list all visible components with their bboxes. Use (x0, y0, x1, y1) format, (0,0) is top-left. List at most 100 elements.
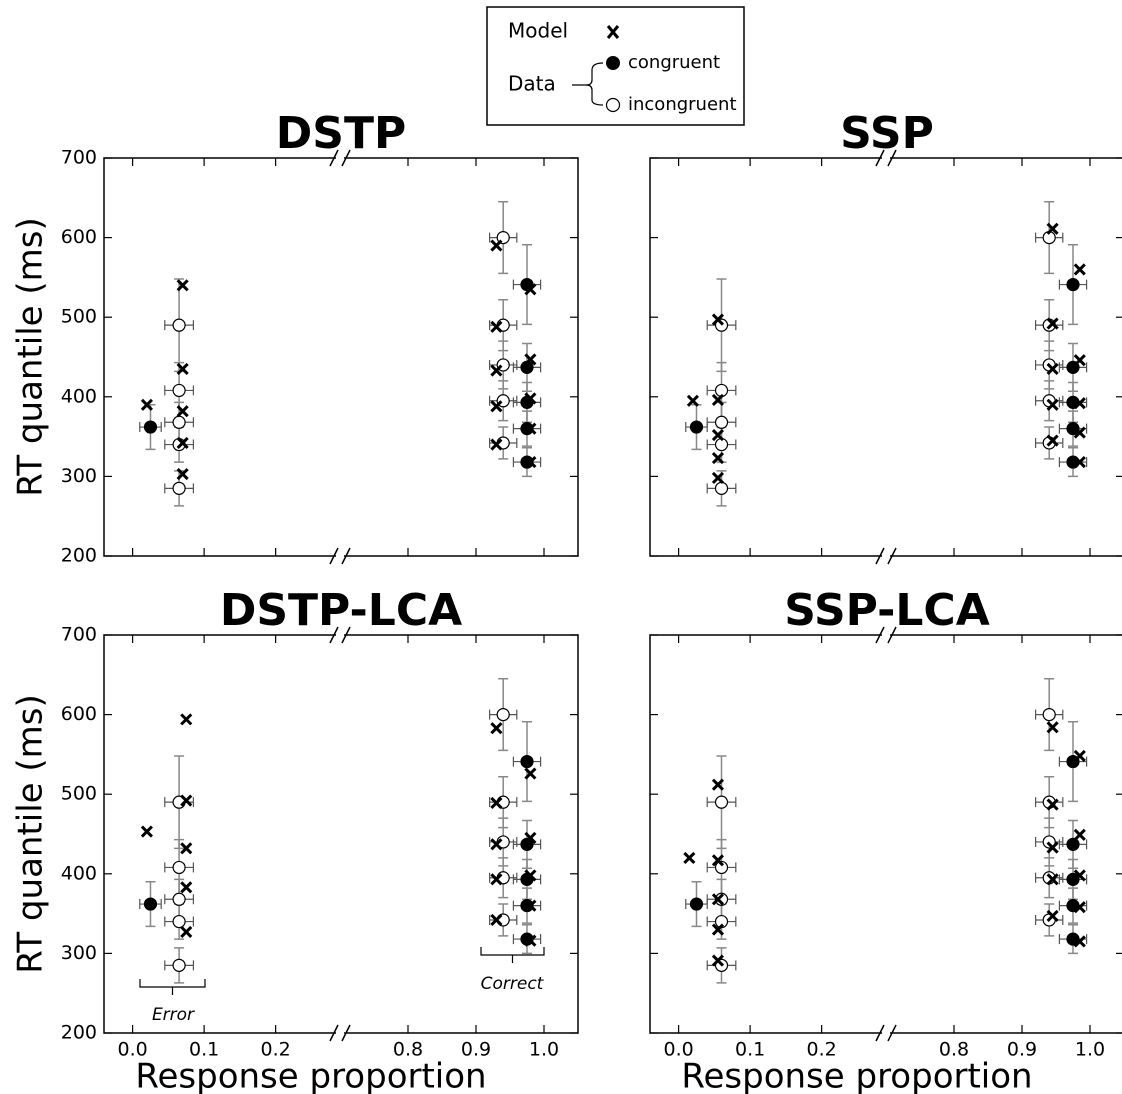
model-point (176, 436, 189, 450)
model-point (524, 392, 537, 405)
data-point (143, 420, 158, 434)
panel-title: SSP (840, 108, 934, 159)
data-point (172, 892, 186, 906)
data-point (172, 481, 186, 495)
x-tick-label: 0.1 (189, 1039, 219, 1061)
break-gap (336, 156, 344, 160)
data-point (143, 897, 158, 911)
axis-break (875, 149, 897, 167)
model-point (524, 353, 537, 366)
model-point (490, 913, 503, 927)
legend: Model Data congruent incongruent (486, 6, 745, 126)
data-point (520, 422, 534, 436)
model-point (140, 398, 153, 411)
panel-title: SSP-LCA (784, 585, 990, 636)
y-tick-label: 500 (61, 306, 97, 328)
data-point (520, 837, 534, 851)
break-gap (882, 156, 890, 160)
model-point (176, 279, 189, 292)
model-point (1073, 901, 1086, 914)
panel-title: DSTP (276, 108, 406, 159)
y-tick-label: 500 (61, 783, 97, 805)
model-point (1073, 749, 1086, 763)
axis-break (329, 149, 351, 167)
model-point (1046, 362, 1059, 376)
panel: 200 300 400 500 600 700 DSTP RT quantile (ms) (11, 108, 579, 567)
data-point (172, 415, 186, 429)
model-point (180, 713, 193, 726)
data-point (172, 958, 186, 972)
model-point (1073, 263, 1086, 276)
panel-title: DSTP-LCA (220, 585, 462, 636)
x-tick-label: 0.0 (663, 1039, 693, 1061)
model-point (180, 881, 193, 894)
model-point (1046, 798, 1059, 811)
model-point (1073, 426, 1086, 439)
model-point (1046, 873, 1059, 886)
annotation: Correct (481, 974, 545, 994)
model-point (524, 831, 537, 845)
y-tick-label: 300 (61, 942, 97, 964)
annotation-bracket (139, 979, 206, 995)
data-point (1066, 277, 1080, 292)
x-axis-label: Response proportion (681, 1057, 1032, 1094)
data-point (520, 455, 534, 469)
model-point (140, 825, 153, 838)
data-point (714, 892, 729, 906)
model-point (524, 934, 537, 947)
model-point (176, 405, 189, 418)
model-point (176, 467, 189, 481)
data-point (172, 383, 186, 398)
model-point (524, 456, 537, 469)
model-point (490, 400, 503, 413)
model-point (1046, 434, 1059, 447)
model-point (711, 854, 724, 867)
model-point (711, 954, 724, 967)
model-point (1046, 721, 1059, 734)
legend-congruent-marker (606, 56, 620, 70)
break-gap (882, 554, 890, 558)
model-point (1046, 909, 1059, 923)
legend-brace (572, 62, 604, 106)
model-point (524, 869, 537, 882)
model-point (180, 925, 193, 938)
model-point (490, 239, 503, 252)
data-point (689, 420, 704, 434)
data-point (714, 860, 729, 875)
axis-break (329, 626, 351, 644)
legend-label: Model (508, 19, 568, 43)
x-tick-label: 1.0 (529, 1039, 559, 1061)
break-gap (336, 1031, 344, 1035)
model-point (711, 923, 724, 936)
y-tick-label: 600 (61, 226, 97, 248)
x-tick-label: 1.0 (1075, 1039, 1105, 1061)
model-point (490, 838, 503, 851)
model-point (1046, 398, 1059, 411)
break-gap (882, 1031, 890, 1035)
annotation: Error (152, 1005, 195, 1025)
model-point (711, 471, 724, 485)
model-point (1073, 935, 1086, 948)
model-point (490, 320, 503, 333)
x-tick-label: 0.8 (393, 1039, 423, 1061)
model-point (1046, 317, 1059, 330)
model-point (711, 452, 724, 465)
model-point (180, 842, 193, 855)
data-point (172, 318, 186, 332)
y-tick-label: 700 (61, 624, 97, 646)
model-point (1073, 869, 1086, 882)
data-point (714, 415, 729, 429)
data-point (1042, 707, 1056, 722)
data-point (1066, 872, 1080, 886)
plot-frame (103, 157, 579, 557)
legend-incongruent-marker (605, 97, 621, 113)
x-tick-label: 0.2 (261, 1039, 291, 1061)
y-tick-label: 700 (61, 147, 97, 169)
y-tick-label: 400 (61, 385, 97, 407)
data-point (496, 707, 510, 722)
y-tick-label: 200 (61, 1022, 97, 1044)
model-point (1073, 354, 1086, 367)
model-point (1073, 828, 1086, 841)
x-tick-label: 0.0 (117, 1039, 147, 1061)
model-point (1046, 841, 1059, 854)
